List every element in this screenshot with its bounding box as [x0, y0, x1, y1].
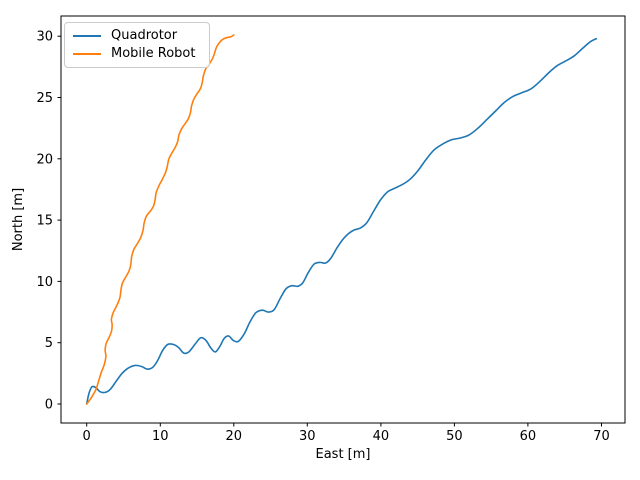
x-tick-label: 50 [446, 429, 463, 444]
legend-entry-quadrotor: Quadrotor [73, 28, 201, 44]
x-tick-label: 10 [152, 429, 169, 444]
x-tick-label: 40 [373, 429, 390, 444]
y-tick-label: 5 [45, 336, 53, 351]
y-tick-label: 0 [45, 398, 53, 413]
quadrotor-line-sample-icon [73, 35, 101, 38]
x-tick-label: 20 [226, 429, 243, 444]
y-tick-label: 10 [36, 275, 53, 290]
y-tick-label: 25 [36, 91, 53, 106]
mobile-robot-trajectory-path [85, 34, 235, 405]
plot-border [60, 15, 626, 424]
x-tick-label: 30 [299, 429, 316, 444]
legend-label-mobile-robot: Mobile Robot [111, 45, 196, 61]
y-tick-label: 20 [36, 152, 53, 167]
quadrotor-trajectory-path [85, 37, 598, 405]
legend: Quadrotor Mobile Robot [64, 22, 210, 68]
legend-entry-mobile-robot: Mobile Robot [73, 45, 201, 61]
x-tick-label: 70 [593, 429, 610, 444]
y-tick-label: 30 [36, 30, 53, 45]
x-tick-label: 0 [83, 429, 91, 444]
y-axis-label: North [m] [11, 188, 26, 251]
x-tick-label: 60 [520, 429, 537, 444]
x-axis-label: East [m] [316, 447, 371, 462]
mobile-robot-line-sample-icon [73, 52, 101, 55]
y-tick-label: 15 [36, 214, 53, 229]
legend-label-quadrotor: Quadrotor [111, 28, 178, 44]
